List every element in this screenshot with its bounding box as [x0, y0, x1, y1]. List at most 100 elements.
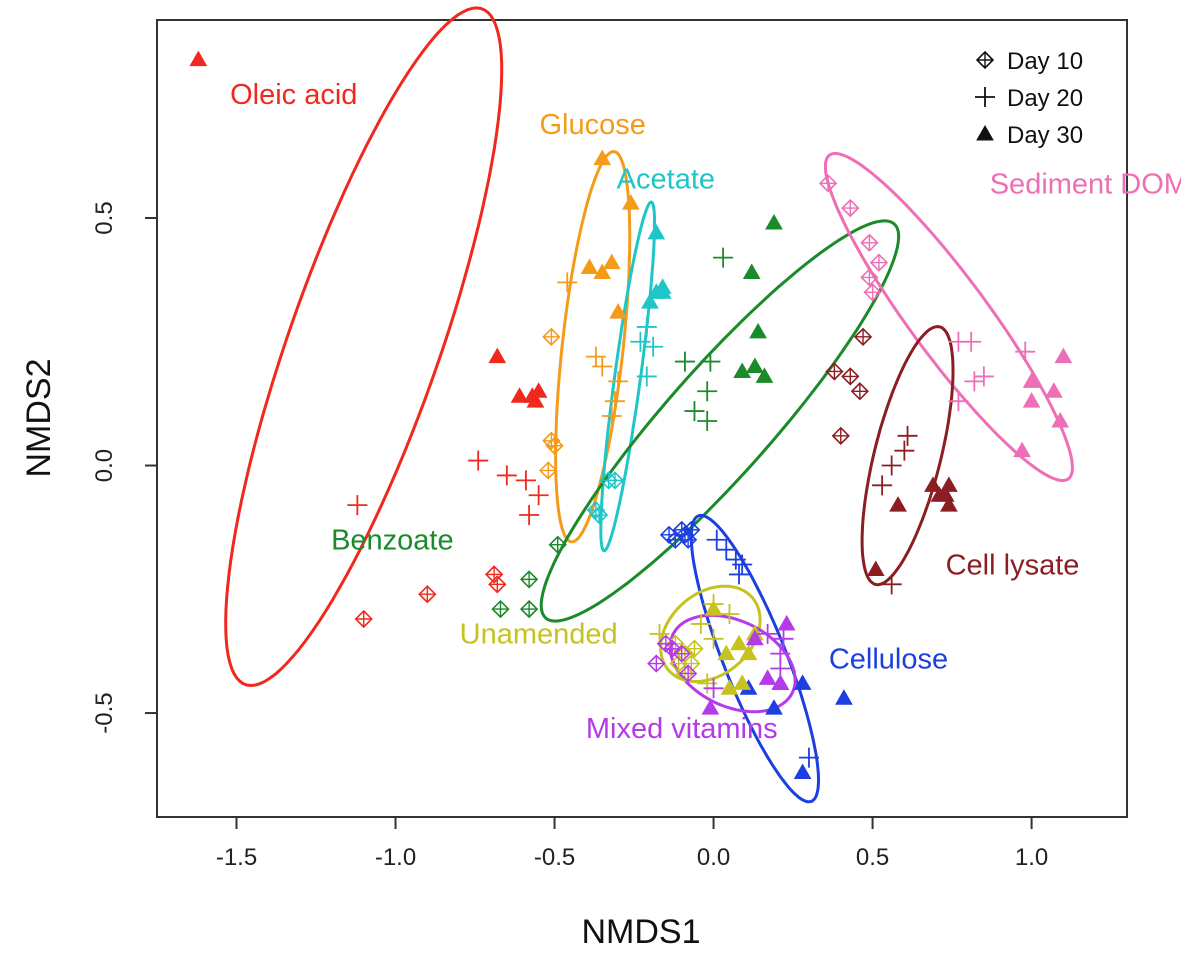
cellulose-label: Cellulose — [829, 643, 948, 675]
marker-diamond — [354, 609, 373, 629]
marker-cross — [591, 507, 608, 524]
sediment-dom-day30-point — [1044, 382, 1063, 398]
sediment-dom-day20-point — [1015, 341, 1036, 362]
cellulose-day20-point — [798, 747, 819, 768]
legend-label-day-10: Day 10 — [1007, 48, 1083, 75]
benzoate-day10-point — [548, 535, 567, 554]
axes: -1.5 -1.0 -0.5 0.0 0.5 1.0 -0.5 0.0 0.5 — [91, 201, 1048, 871]
unamended-ellipse — [659, 584, 762, 683]
marker-cross — [826, 363, 843, 380]
marker-diamond — [484, 565, 504, 584]
mixed-vitamins-day20-point — [703, 678, 724, 699]
marker-diamond — [666, 530, 685, 549]
sediment-dom-day10-point — [863, 283, 882, 302]
unamended-day20-point — [690, 613, 711, 634]
x-tick-label: -1.5 — [216, 844, 257, 871]
benzoate-day30-point — [755, 367, 774, 383]
marker-cross — [419, 586, 436, 603]
sediment-dom-day10-point — [860, 233, 879, 252]
marker-cross — [842, 200, 859, 217]
cell-lysate-label: Cell lysate — [946, 549, 1080, 581]
acetate-day10-point — [589, 505, 609, 525]
marker-cross — [680, 531, 697, 548]
oleic-acid-day20-point — [347, 495, 368, 516]
marker-diamond — [599, 471, 618, 490]
x-axis-title: NMDS1 — [581, 913, 700, 951]
mixed-vitamins-label: Mixed vitamins — [586, 713, 778, 745]
marker-cross — [489, 576, 506, 593]
cell-lysate-day20-point — [881, 455, 902, 476]
sediment-dom-day30-point — [1054, 347, 1073, 364]
unamended-day30-point — [704, 600, 723, 616]
glucose-day30-point — [593, 263, 612, 279]
oleic-acid-day10-point — [488, 575, 507, 594]
marker-diamond — [548, 535, 567, 554]
glucose-day20-point — [592, 356, 613, 377]
unamended-label: Unamended — [460, 619, 618, 651]
sediment-dom-day10-point — [818, 174, 838, 193]
oleic-acid-day20-point — [496, 465, 517, 486]
oleic-acid-label: Oleic acid — [230, 79, 357, 111]
glucose-ellipse — [554, 150, 632, 544]
oleic-acid-day30-point — [510, 387, 529, 403]
sediment-dom-label: Sediment DOM — [990, 168, 1181, 200]
sediment-dom-day30-point — [1051, 411, 1070, 428]
marker-cross — [680, 665, 697, 682]
group-labels: Oleic acid Glucose Acetate Benzoate Sediment… — [230, 79, 1181, 745]
legend-marker-day-10 — [975, 50, 995, 70]
benzoate-day20-point — [700, 351, 721, 372]
cell-lysate-day30-point — [866, 560, 885, 576]
marker-diamond — [841, 198, 860, 218]
cellulose-day30-point — [793, 674, 812, 690]
marker-cross — [977, 52, 993, 68]
legend-label-day-20: Day 20 — [1007, 85, 1083, 112]
cell-lysate-day10-point — [825, 362, 844, 381]
marker-cross — [861, 269, 878, 286]
benzoate-day10-point — [491, 599, 510, 619]
sediment-dom-day10-point — [869, 253, 889, 272]
oleic-acid-day30-point — [189, 50, 208, 67]
cell-lysate-day30-point — [940, 496, 958, 512]
legend: Day 10 Day 20 Day 30 — [975, 48, 1083, 149]
marker-cross — [648, 655, 665, 672]
marker-cross — [686, 640, 703, 657]
cell-lysate-day20-point — [872, 475, 893, 496]
marker-diamond — [542, 327, 561, 346]
marker-cross — [355, 610, 372, 627]
marker-cross — [861, 234, 878, 251]
glucose-label: Glucose — [540, 109, 646, 141]
glucose-day30-point — [622, 194, 640, 210]
x-tick-label: 1.0 — [1015, 844, 1048, 871]
cellulose-day30-point — [793, 763, 812, 779]
acetate-ellipse — [599, 200, 656, 553]
marker-diamond — [860, 233, 879, 252]
x-tick-label: -1.0 — [375, 844, 416, 871]
unamended-day20-point — [719, 604, 740, 625]
oleic-acid-day20-point — [515, 470, 536, 491]
acetate-day20-point — [636, 316, 657, 337]
marker-diamond — [853, 327, 873, 346]
cell-lysate-day30-point — [889, 496, 907, 512]
marker-cross — [832, 427, 849, 444]
marker-diamond — [672, 644, 691, 663]
marker-cross — [606, 472, 623, 489]
benzoate-day10-point — [519, 570, 539, 589]
mixed-vitamins-day30-point — [777, 614, 796, 631]
cell-lysate-day10-point — [831, 426, 850, 445]
x-tick-label: 0.0 — [697, 844, 730, 871]
acetate-day30-point — [647, 223, 666, 240]
marker-diamond — [545, 436, 564, 455]
oleic-acid-day10-point — [418, 585, 437, 604]
glucose-day20-point — [601, 406, 622, 427]
marker-cross — [842, 368, 859, 385]
mixed-vitamins-day30-point — [746, 629, 764, 646]
x-tick-label: 0.5 — [856, 844, 889, 871]
sediment-dom-day10-point — [841, 198, 860, 218]
glucose-day30-point — [580, 258, 599, 275]
y-tick-label: 0.0 — [91, 449, 118, 482]
cell-lysate-day20-point — [894, 440, 915, 461]
benzoate-day30-point — [765, 213, 783, 230]
benzoate-label: Benzoate — [331, 525, 454, 557]
unamended-day30-point — [730, 634, 748, 651]
marker-cross — [543, 328, 560, 345]
